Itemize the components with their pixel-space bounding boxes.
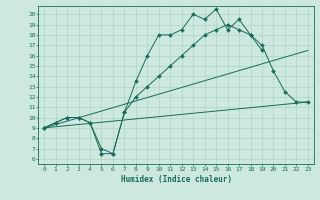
X-axis label: Humidex (Indice chaleur): Humidex (Indice chaleur) bbox=[121, 175, 231, 184]
